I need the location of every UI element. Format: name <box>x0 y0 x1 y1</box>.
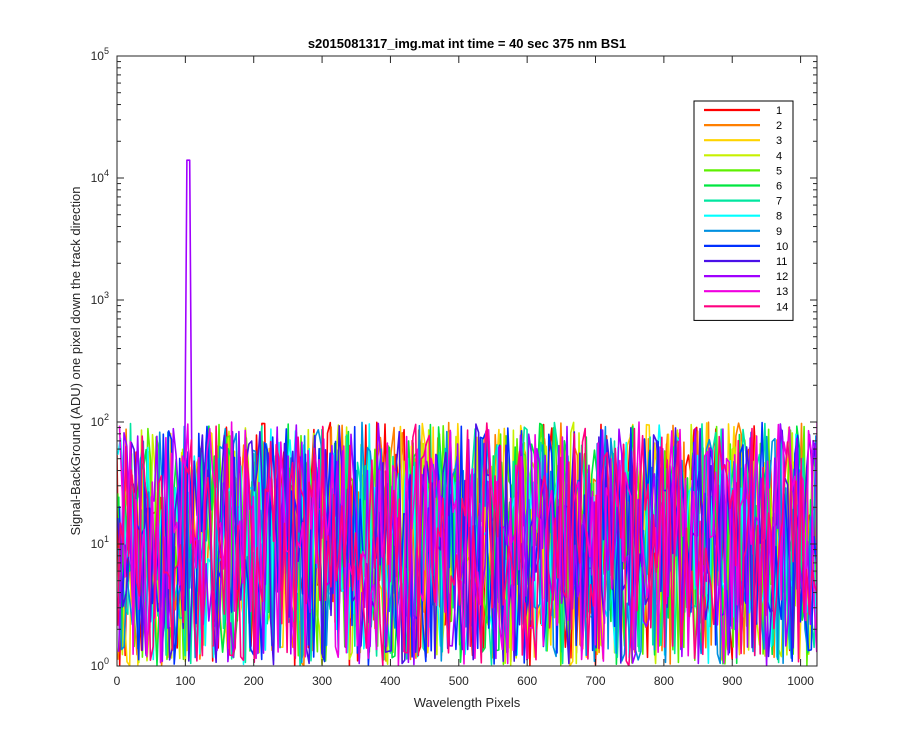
x-tick-label: 400 <box>380 674 400 688</box>
series-layer <box>117 159 817 666</box>
x-tick-label: 200 <box>244 674 264 688</box>
legend-label-6: 6 <box>776 181 782 193</box>
y-tick-label: 102 <box>91 412 109 429</box>
legend-label-9: 9 <box>776 226 782 238</box>
x-tick-label: 0 <box>114 674 121 688</box>
legend-label-12: 12 <box>776 271 788 283</box>
legend-label-1: 1 <box>776 105 782 117</box>
x-axis: 0 100 200 300 400 500 600 700 800 900 1000 <box>114 56 814 688</box>
y-tick-label: 105 <box>91 46 109 63</box>
series-line-14 <box>117 422 817 666</box>
x-tick-label: 500 <box>449 674 469 688</box>
x-tick-label: 1000 <box>787 674 814 688</box>
x-tick-label: 300 <box>312 674 332 688</box>
legend-label-7: 7 <box>776 196 782 208</box>
legend-label-5: 5 <box>776 165 782 177</box>
legend-label-14: 14 <box>776 301 788 313</box>
x-tick-label: 600 <box>517 674 537 688</box>
y-tick-label: 100 <box>91 656 109 673</box>
x-axis-label: Wavelength Pixels <box>414 695 521 710</box>
series-line-11 <box>117 423 817 666</box>
legend-label-3: 3 <box>776 135 782 147</box>
legend-label-8: 8 <box>776 211 782 223</box>
x-tick-label: 700 <box>586 674 606 688</box>
y-tick-label: 101 <box>91 534 109 551</box>
axes-box <box>116 55 818 667</box>
legend-label-2: 2 <box>776 120 782 132</box>
y-axis-label: Signal-BackGround (ADU) one pixel down t… <box>68 186 83 535</box>
legend-box <box>693 100 794 321</box>
y-tick-label: 104 <box>91 168 109 185</box>
legend-label-13: 13 <box>776 286 788 298</box>
x-tick-label: 800 <box>654 674 674 688</box>
legend-label-11: 11 <box>776 256 787 268</box>
legend-label-4: 4 <box>776 150 782 162</box>
chart-title: s2015081317_img.mat int time = 40 sec 37… <box>308 36 626 51</box>
x-tick-label: 100 <box>175 674 195 688</box>
y-tick-label: 103 <box>91 290 109 307</box>
legend-label-10: 10 <box>776 241 788 253</box>
x-tick-label: 900 <box>722 674 742 688</box>
